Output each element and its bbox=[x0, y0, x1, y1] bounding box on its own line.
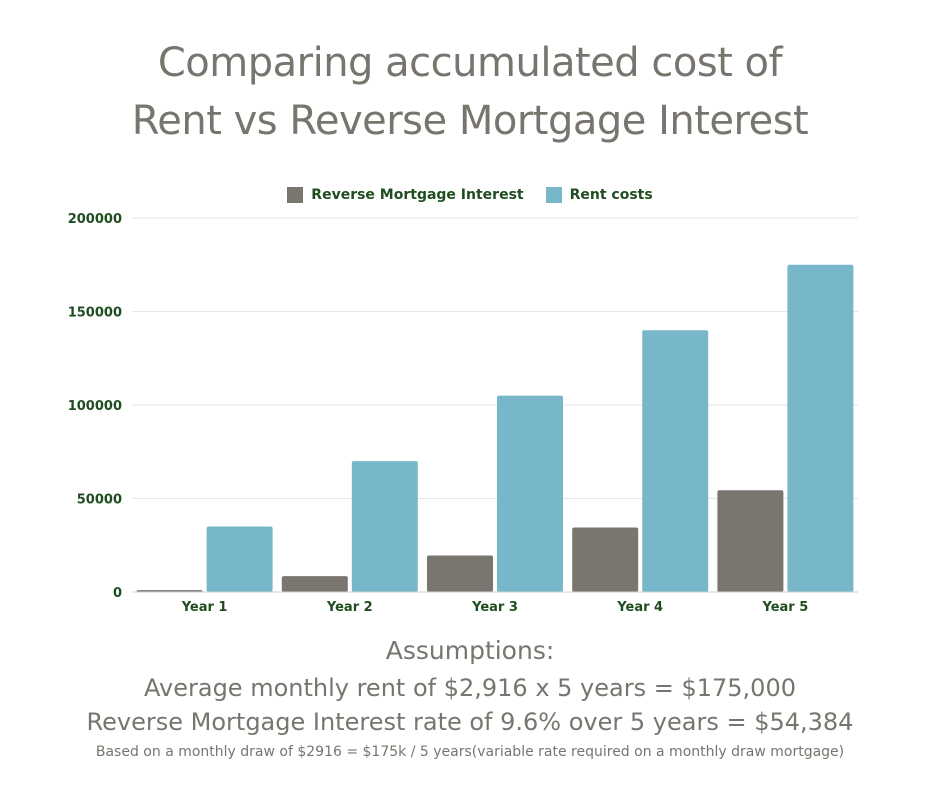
bar-reverse-mortgage-2 bbox=[281, 576, 348, 592]
x-tick-label-2: Year 2 bbox=[326, 600, 373, 615]
legend-label-reverse-mortgage: Reverse Mortgage Interest bbox=[311, 187, 524, 203]
bar-reverse-mortgage-4 bbox=[572, 527, 639, 592]
y-tick-label-1: 50000 bbox=[77, 493, 122, 508]
assumption-interest: Reverse Mortgage Interest rate of 9.6% o… bbox=[86, 708, 854, 736]
legend-swatch-reverse-mortgage bbox=[287, 187, 304, 203]
y-tick-label-0: 0 bbox=[113, 586, 122, 601]
assumption-rent: Average monthly rent of $2,916 x 5 years… bbox=[144, 674, 796, 702]
chart-title-line-2: Rent vs Reverse Mortgage Interest bbox=[131, 98, 809, 144]
bar-rent-4 bbox=[642, 330, 709, 592]
legend-swatch-rent bbox=[545, 187, 562, 203]
bar-reverse-mortgage-3 bbox=[427, 555, 493, 592]
legend-label-rent: Rent costs bbox=[569, 187, 653, 203]
bar-rent-1 bbox=[206, 526, 273, 592]
y-tick-label-4: 200000 bbox=[68, 212, 122, 227]
legend-item-reverse-mortgage: Reverse Mortgage Interest bbox=[287, 187, 524, 203]
bar-rent-2 bbox=[351, 461, 418, 592]
chart-legend: Reverse Mortgage Interest Rent costs bbox=[0, 187, 940, 203]
assumptions-heading: Assumptions: bbox=[385, 636, 555, 665]
assumption-footnote: Based on a monthly draw of $2916 = $175k… bbox=[95, 744, 845, 760]
bar-rent-3 bbox=[497, 395, 563, 592]
legend-item-rent: Rent costs bbox=[545, 187, 653, 203]
x-tick-label-3: Year 3 bbox=[471, 600, 518, 615]
x-tick-label-5: Year 5 bbox=[762, 600, 809, 615]
y-tick-label-3: 150000 bbox=[68, 306, 122, 321]
bar-rent-5 bbox=[787, 264, 854, 592]
bar-reverse-mortgage-5 bbox=[717, 490, 784, 592]
y-tick-label-2: 100000 bbox=[68, 399, 122, 414]
x-tick-label-4: Year 4 bbox=[616, 600, 663, 615]
chart-title-line-1: Comparing accumulated cost of bbox=[157, 40, 783, 86]
x-tick-label-1: Year 1 bbox=[181, 600, 228, 615]
bar-chart: 0 50000 100000 150000 200000 Year 1 Year 2 Year… bbox=[68, 212, 858, 615]
